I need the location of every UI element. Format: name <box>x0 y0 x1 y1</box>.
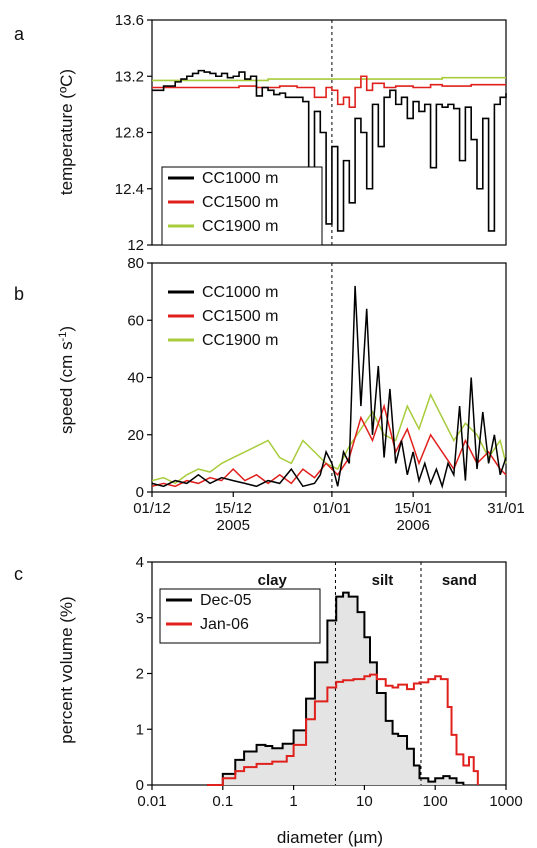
panel-c-ytick-label: 0 <box>136 777 144 794</box>
panel-b-legend-label: CC1900 m <box>202 332 278 349</box>
panel-b-series-line <box>151 392 507 485</box>
panel-b-xtick-year: 2006 <box>396 517 429 534</box>
panel-b-xtick-year: 2005 <box>217 517 250 534</box>
panel-a-series-line <box>152 69 507 232</box>
panel-c-annotation: clay <box>258 572 288 589</box>
panel-label-a: a <box>14 24 25 44</box>
panel-b-ylabel: speed (cm s-1) <box>57 326 76 434</box>
panel-a-ytick-label: 13.2 <box>115 68 144 85</box>
panel-b-ytick-label: 0 <box>136 484 144 501</box>
panel-c-ylabel: percent volume (%) <box>57 596 76 743</box>
panel-c-annotation: silt <box>372 572 394 589</box>
panel-b-xtick-label: 15/12 <box>214 500 252 517</box>
panel-a-series-line <box>152 75 506 108</box>
panel-a-legend-label: CC1900 m <box>202 218 278 235</box>
panel-b-xtick-label: 31/01 <box>487 500 525 517</box>
panel-b-legend-label: CC1500 m <box>202 308 278 325</box>
panel-c-xtick-label: 1000 <box>489 793 522 810</box>
panel-a-ylabel: temperature (ºC) <box>57 69 76 195</box>
panel-b-series-line <box>151 285 507 489</box>
panel-c-ytick-label: 1 <box>136 721 144 738</box>
panel-c-xtick-label: 1 <box>289 793 297 810</box>
panel-c-xlabel: diameter (µm) <box>277 828 383 847</box>
panel-c-xtick-label: 0.1 <box>212 793 233 810</box>
panel-c-series-line <box>207 591 465 786</box>
panel-b-series-line <box>151 403 507 488</box>
panel-c-annotation: sand <box>442 572 477 589</box>
panel-c-ytick-label: 4 <box>136 554 144 571</box>
panel-c-legend-box <box>159 588 321 644</box>
panel-a-ytick-label: 12.4 <box>115 181 144 198</box>
panel-a-series-line <box>152 76 506 82</box>
panel-label-b: b <box>14 284 24 304</box>
panel-a-legend-label: CC1500 m <box>202 194 278 211</box>
panel-c-xtick-label: 100 <box>423 793 448 810</box>
panel-a-ytick-label: 12.8 <box>115 125 144 142</box>
panel-b-xtick-label: 15/01 <box>394 500 432 517</box>
panel-b-ytick-label: 60 <box>127 312 144 329</box>
panel-c-ytick-label: 2 <box>136 666 144 683</box>
panel-c-xtick-label: 0.01 <box>137 793 166 810</box>
panel-c-legend-label: Jan-06 <box>200 616 249 633</box>
panel-b-ytick-label: 40 <box>127 370 144 387</box>
panel-a-legend-label: CC1000 m <box>202 170 278 187</box>
panel-c-xtick-label: 10 <box>356 793 373 810</box>
panel-a-ytick-label: 12 <box>127 237 144 254</box>
panel-b-xtick-label: 01/12 <box>133 500 171 517</box>
panel-c-series-line <box>207 673 479 786</box>
panel-c-ytick-label: 3 <box>136 610 144 627</box>
panel-a-ytick-label: 13.6 <box>115 12 144 29</box>
panel-c: 0 1 2 3 4 0.01 0.1 1 10 100 1000 clay silt sand Dec-05… <box>136 554 523 810</box>
panel-b-legend-label: CC1000 m <box>202 284 278 301</box>
panel-c-legend-label: Dec-05 <box>200 592 252 609</box>
panel-b-ytick-label: 20 <box>127 427 144 444</box>
panel-a-legend-box <box>161 166 323 246</box>
panel-b-xtick-label: 01/01 <box>313 500 351 517</box>
panel-b-ytick-label: 80 <box>127 255 144 272</box>
panel-a: 12 12.4 12.8 13.2 13.6 CC1000 m CC1500 m CC1900… <box>115 12 507 254</box>
panel-label-c: c <box>14 564 23 584</box>
